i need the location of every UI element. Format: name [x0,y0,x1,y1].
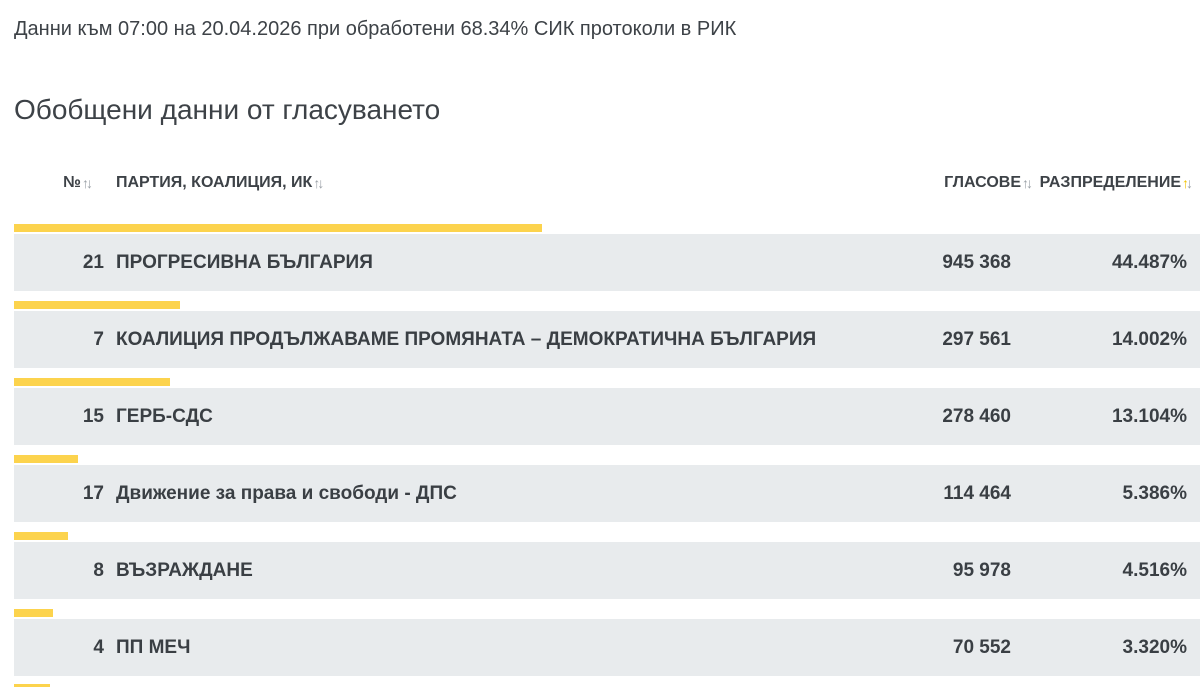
row-party-name: ПП МЕЧ [116,637,191,658]
row-distribution: 5.386% [1122,483,1187,504]
column-header-distribution-label: РАЗПРЕДЕЛЕНИЕ [1039,174,1181,191]
table-row[interactable]: 21 ПРОГРЕСИВНА БЪЛГАРИЯ 945 368 44.487% [14,224,1200,301]
column-header-votes-label: ГЛАСОВЕ [944,174,1021,191]
row-votes: 114 464 [943,483,1011,504]
table-row[interactable]: 7 КОАЛИЦИЯ ПРОДЪЛЖАВАМЕ ПРОМЯНАТА – ДЕМО… [14,301,1200,378]
share-bar [14,455,78,463]
row-distribution: 3.320% [1122,637,1187,658]
row-number: 21 [82,252,104,273]
share-bar [14,532,68,540]
row-votes: 297 561 [942,329,1011,350]
row-band: 21 ПРОГРЕСИВНА БЪЛГАРИЯ 945 368 44.487% [14,234,1200,291]
row-distribution: 44.487% [1111,252,1187,273]
column-header-number[interactable]: № ↑↓ [63,174,93,192]
row-votes: 278 460 [942,406,1011,427]
row-votes: 945 368 [942,252,1011,273]
table-row[interactable]: 17 Движение за права и свободи - ДПС 114… [14,455,1200,532]
row-number: 7 [93,329,104,350]
page-title: Обобщени данни от гласуването [14,94,441,125]
row-number: 17 [82,483,104,504]
sort-icon[interactable]: ↑↓ [82,175,93,191]
row-votes: 95 978 [952,560,1011,581]
table-row[interactable]: 15 ГЕРБ-СДС 278 460 13.104% [14,378,1200,455]
share-bar [14,378,170,386]
row-band: 15 ГЕРБ-СДС 278 460 13.104% [14,388,1200,445]
table-row[interactable]: 4 ПП МЕЧ 70 552 3.320% [14,609,1200,686]
sort-icon[interactable]: ↑↓ [1022,175,1033,191]
share-bar-next-row [14,684,50,687]
column-header-number-label: № [63,174,81,191]
table-row[interactable]: 8 ВЪЗРАЖДАНЕ 95 978 4.516% [14,532,1200,609]
row-number: 15 [82,406,104,427]
column-header-distribution[interactable]: РАЗПРЕДЕЛЕНИЕ ↑↓ [1039,174,1193,192]
row-number: 8 [93,560,104,581]
row-band: 17 Движение за права и свободи - ДПС 114… [14,465,1200,522]
sort-active-icon[interactable]: ↑↓ [1182,175,1193,191]
data-status-line: Данни към 07:00 на 20.04.2026 при обрабо… [14,18,737,40]
row-party-name: ГЕРБ-СДС [116,406,213,427]
row-band: 4 ПП МЕЧ 70 552 3.320% [14,619,1200,676]
share-bar [14,301,180,309]
row-votes: 70 552 [952,637,1011,658]
row-distribution: 14.002% [1111,329,1187,350]
row-band: 8 ВЪЗРАЖДАНЕ 95 978 4.516% [14,542,1200,599]
column-header-party-label: ПАРТИЯ, КОАЛИЦИЯ, ИК [116,174,313,191]
row-band: 7 КОАЛИЦИЯ ПРОДЪЛЖАВАМЕ ПРОМЯНАТА – ДЕМО… [14,311,1200,368]
row-party-name: Движение за права и свободи - ДПС [116,483,457,504]
row-party-name: ПРОГРЕСИВНА БЪЛГАРИЯ [116,252,373,273]
share-bar [14,609,53,617]
row-number: 4 [93,637,104,658]
share-bar [14,224,542,232]
row-party-name: ВЪЗРАЖДАНЕ [116,560,253,581]
row-distribution: 4.516% [1122,560,1187,581]
row-party-name: КОАЛИЦИЯ ПРОДЪЛЖАВАМЕ ПРОМЯНАТА – ДЕМОКР… [116,329,817,350]
row-distribution: 13.104% [1111,406,1187,427]
column-header-party[interactable]: ПАРТИЯ, КОАЛИЦИЯ, ИК ↑↓ [116,174,324,192]
column-header-votes[interactable]: ГЛАСОВЕ ↑↓ [944,174,1033,192]
table-header: № ↑↓ ПАРТИЯ, КОАЛИЦИЯ, ИК ↑↓ ГЛАСОВЕ ↑↓ … [0,174,1200,200]
sort-icon[interactable]: ↑↓ [313,175,324,191]
